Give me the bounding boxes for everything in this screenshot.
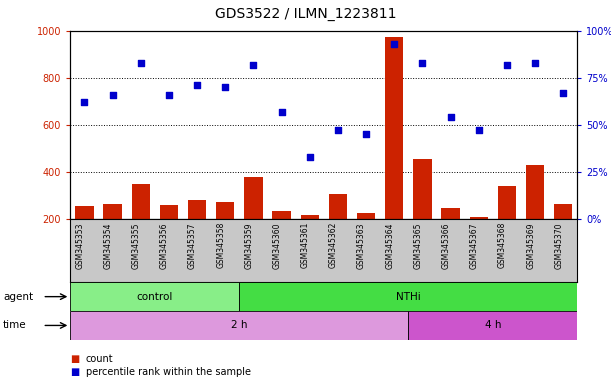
- Bar: [498, 186, 516, 266]
- Point: [249, 61, 258, 68]
- Text: GSM345359: GSM345359: [244, 222, 254, 268]
- Bar: [329, 194, 347, 266]
- Point: [445, 114, 455, 120]
- Point: [361, 131, 371, 137]
- Bar: [442, 208, 459, 266]
- Text: count: count: [86, 354, 113, 364]
- Text: GSM345357: GSM345357: [188, 222, 197, 268]
- Bar: [188, 200, 206, 266]
- Bar: [385, 36, 403, 266]
- Text: GSM345353: GSM345353: [75, 222, 84, 268]
- Text: time: time: [3, 320, 27, 331]
- Point: [530, 60, 540, 66]
- Bar: [408, 311, 577, 340]
- Text: GSM345363: GSM345363: [357, 222, 366, 268]
- Text: GSM345368: GSM345368: [498, 222, 507, 268]
- Point: [389, 41, 399, 47]
- Point: [417, 60, 427, 66]
- Point: [79, 99, 89, 105]
- Bar: [244, 177, 263, 266]
- Text: GSM345365: GSM345365: [414, 222, 422, 268]
- Text: ■: ■: [70, 354, 79, 364]
- Bar: [216, 202, 235, 266]
- Text: GSM345360: GSM345360: [273, 222, 282, 268]
- Point: [221, 84, 230, 90]
- Text: 4 h: 4 h: [485, 320, 501, 331]
- Text: 2 h: 2 h: [231, 320, 247, 331]
- Point: [164, 92, 174, 98]
- Text: GSM345358: GSM345358: [216, 222, 225, 268]
- Bar: [357, 213, 375, 266]
- Point: [502, 61, 512, 68]
- Bar: [70, 311, 408, 340]
- Bar: [470, 217, 488, 266]
- Text: GSM345364: GSM345364: [386, 222, 394, 268]
- Bar: [273, 211, 291, 266]
- Bar: [301, 215, 319, 266]
- Text: GSM345367: GSM345367: [470, 222, 479, 268]
- Text: control: control: [137, 291, 173, 302]
- Text: GSM345370: GSM345370: [554, 222, 563, 268]
- Bar: [526, 165, 544, 266]
- Point: [136, 60, 145, 66]
- Text: percentile rank within the sample: percentile rank within the sample: [86, 367, 251, 377]
- Point: [558, 90, 568, 96]
- Text: GSM345355: GSM345355: [132, 222, 141, 268]
- Bar: [131, 184, 150, 266]
- Bar: [70, 282, 240, 311]
- Text: GSM345354: GSM345354: [103, 222, 112, 268]
- Point: [192, 82, 202, 88]
- Bar: [75, 206, 93, 266]
- Bar: [413, 159, 431, 266]
- Point: [108, 92, 117, 98]
- Text: NTHi: NTHi: [396, 291, 421, 302]
- Bar: [103, 204, 122, 266]
- Text: GSM345356: GSM345356: [160, 222, 169, 268]
- Text: GSM345362: GSM345362: [329, 222, 338, 268]
- Point: [333, 127, 343, 134]
- Text: GDS3522 / ILMN_1223811: GDS3522 / ILMN_1223811: [214, 7, 397, 21]
- Text: GSM345369: GSM345369: [526, 222, 535, 268]
- Bar: [240, 282, 577, 311]
- Point: [474, 127, 484, 134]
- Bar: [554, 204, 573, 266]
- Text: ■: ■: [70, 367, 79, 377]
- Text: agent: agent: [3, 291, 33, 302]
- Point: [305, 154, 315, 160]
- Bar: [159, 205, 178, 266]
- Point: [277, 109, 287, 115]
- Text: GSM345361: GSM345361: [301, 222, 310, 268]
- Text: GSM345366: GSM345366: [442, 222, 450, 268]
